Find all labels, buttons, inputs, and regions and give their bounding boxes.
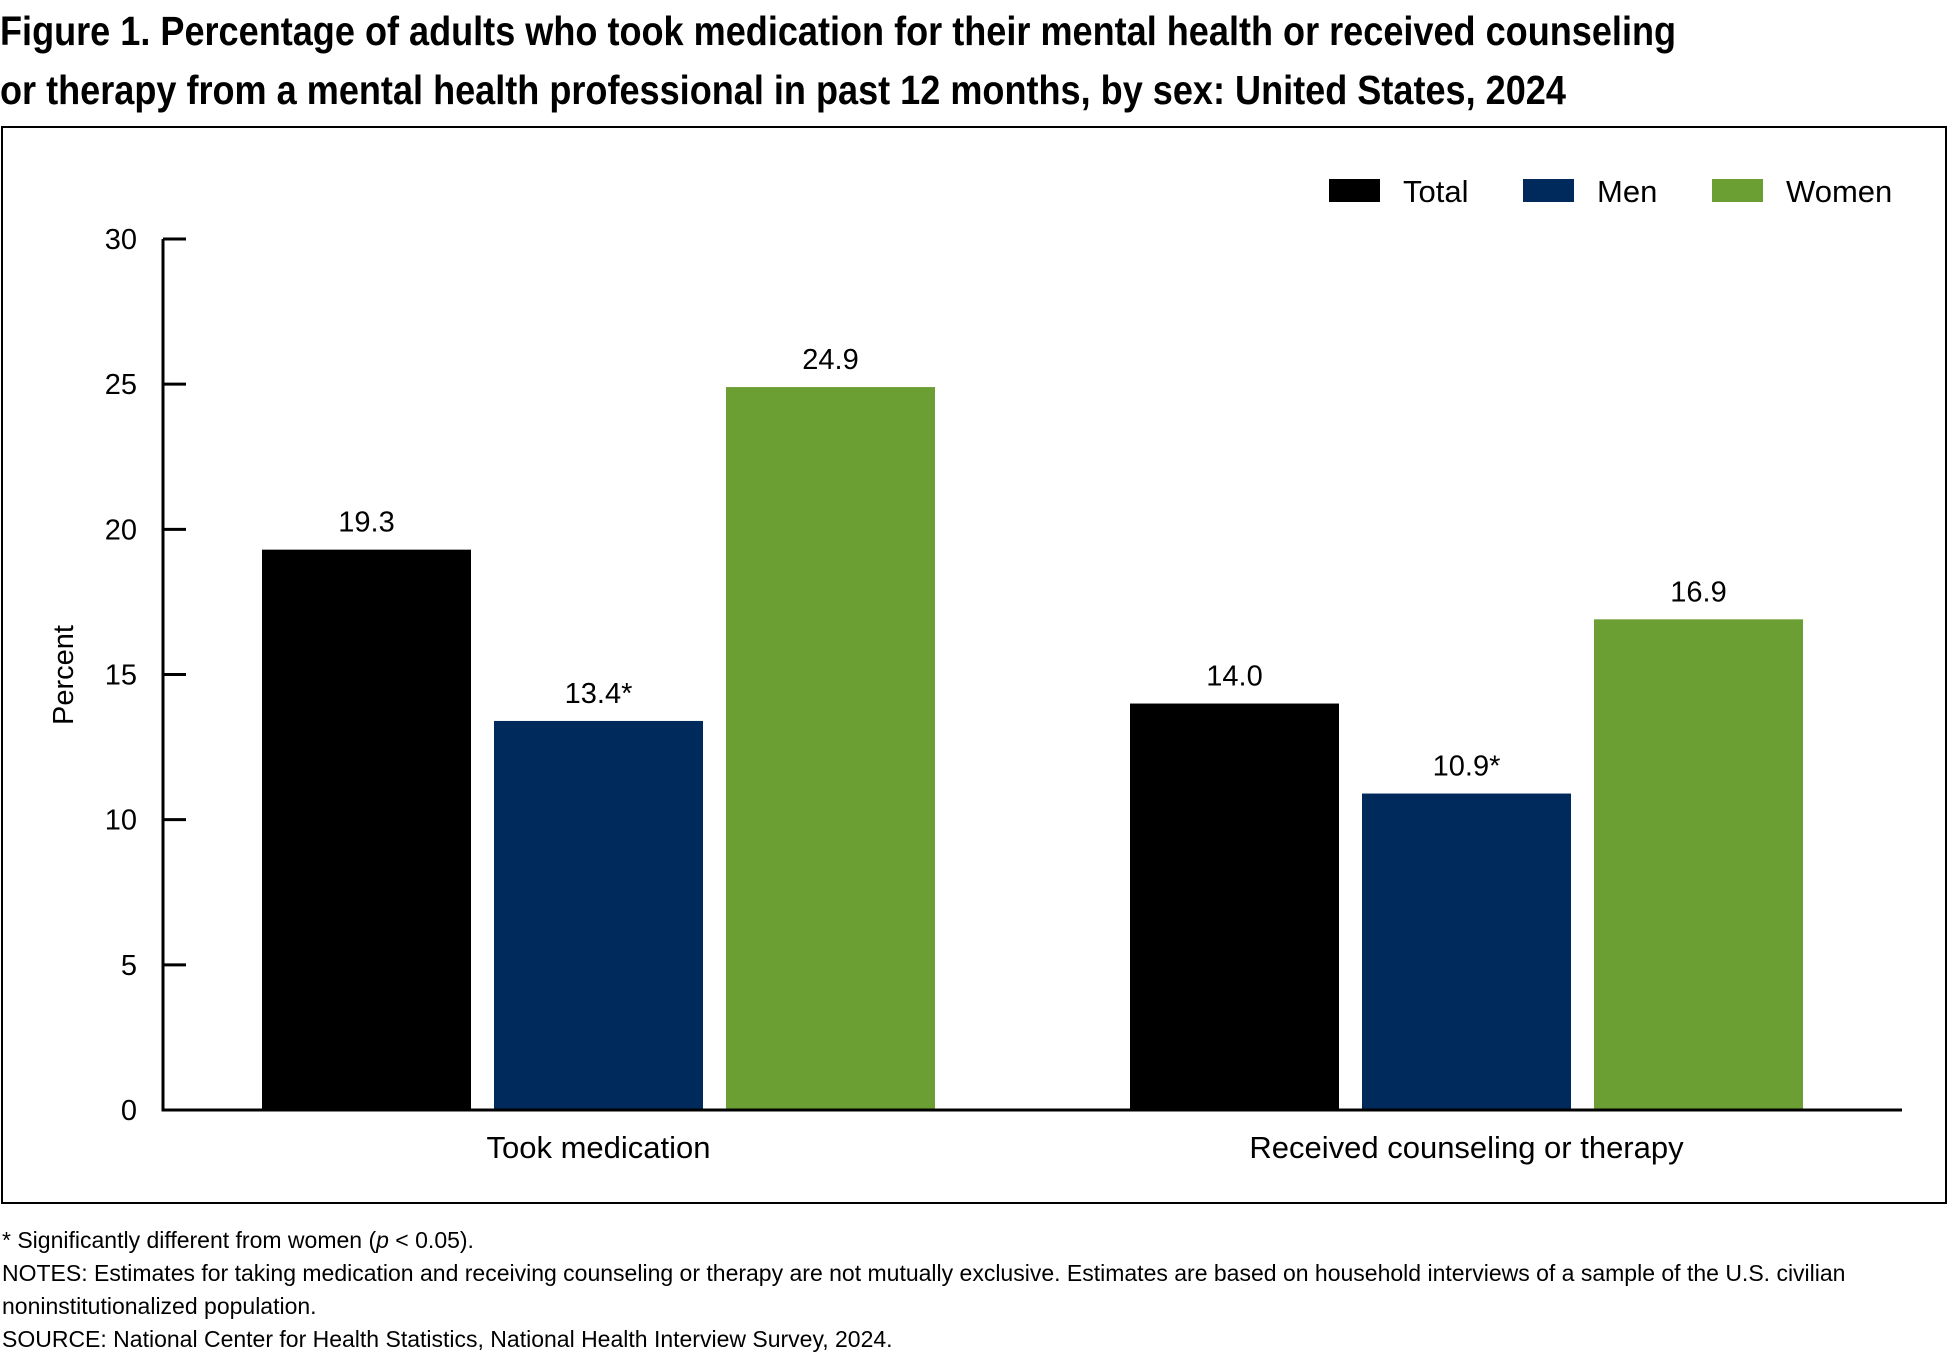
legend-label-men: Men [1597, 174, 1657, 209]
bar-women-took-medication [726, 387, 935, 1110]
value-label-women-received-counseling-or-therapy: 16.9 [1670, 576, 1726, 608]
y-tick-label-0: 0 [121, 1095, 137, 1127]
value-label-men-took-medication: 13.4* [565, 678, 633, 710]
y-tick-label-5: 5 [121, 950, 137, 982]
bar-total-received-counseling-or-therapy [1130, 703, 1339, 1110]
legend: Total Men Women [1329, 174, 1892, 209]
legend-swatch-women [1712, 179, 1763, 202]
x-axis: Took medication Received counseling or th… [161, 1108, 1902, 1165]
bars [262, 387, 1803, 1110]
bar-total-took-medication [262, 549, 471, 1110]
bar-women-received-counseling-or-therapy [1594, 619, 1803, 1110]
y-axis-title: Percent [48, 625, 80, 725]
source-text: SOURCE: National Center for Health Stati… [2, 1326, 893, 1352]
value-label-men-received-counseling-or-therapy: 10.9* [1433, 751, 1501, 783]
figure-title-line-2: or therapy from a mental health professi… [0, 67, 1566, 113]
legend-swatch-total [1329, 179, 1380, 202]
legend-label-total: Total [1403, 174, 1468, 209]
chart-frame [1, 126, 1947, 1204]
value-labels: 19.3 13.4* 24.9 14.0 10.9* 16.9 [338, 344, 1726, 782]
y-tick-label-20: 20 [105, 514, 137, 546]
y-tick-label-10: 10 [105, 805, 137, 837]
y-tick-label-30: 30 [105, 224, 137, 256]
value-label-total-received-counseling-or-therapy: 14.0 [1206, 661, 1262, 693]
significance-note: * Significantly different from women (p … [2, 1227, 474, 1253]
notes-text: NOTES: Estimates for taking medication a… [2, 1260, 1846, 1319]
legend-swatch-men [1523, 179, 1574, 202]
x-category-label-received-counseling-or-therapy: Received counseling or therapy [1249, 1130, 1684, 1165]
y-axis: 0 5 10 15 20 25 30 [105, 224, 186, 1127]
x-category-label-took-medication: Took medication [486, 1130, 710, 1165]
y-tick-label-25: 25 [105, 369, 137, 401]
bar-men-took-medication [494, 720, 703, 1110]
y-tick-label-15: 15 [105, 660, 137, 692]
value-label-women-took-medication: 24.9 [802, 344, 858, 376]
value-label-total-took-medication: 19.3 [338, 507, 394, 539]
figure-notes: * Significantly different from women (p … [2, 1224, 1947, 1356]
figure-title-line-1: Figure 1. Percentage of adults who took … [0, 8, 1677, 54]
legend-label-women: Women [1786, 174, 1892, 209]
bar-men-received-counseling-or-therapy [1362, 793, 1571, 1110]
figure-title: Figure 1. Percentage of adults who took … [0, 2, 1717, 120]
